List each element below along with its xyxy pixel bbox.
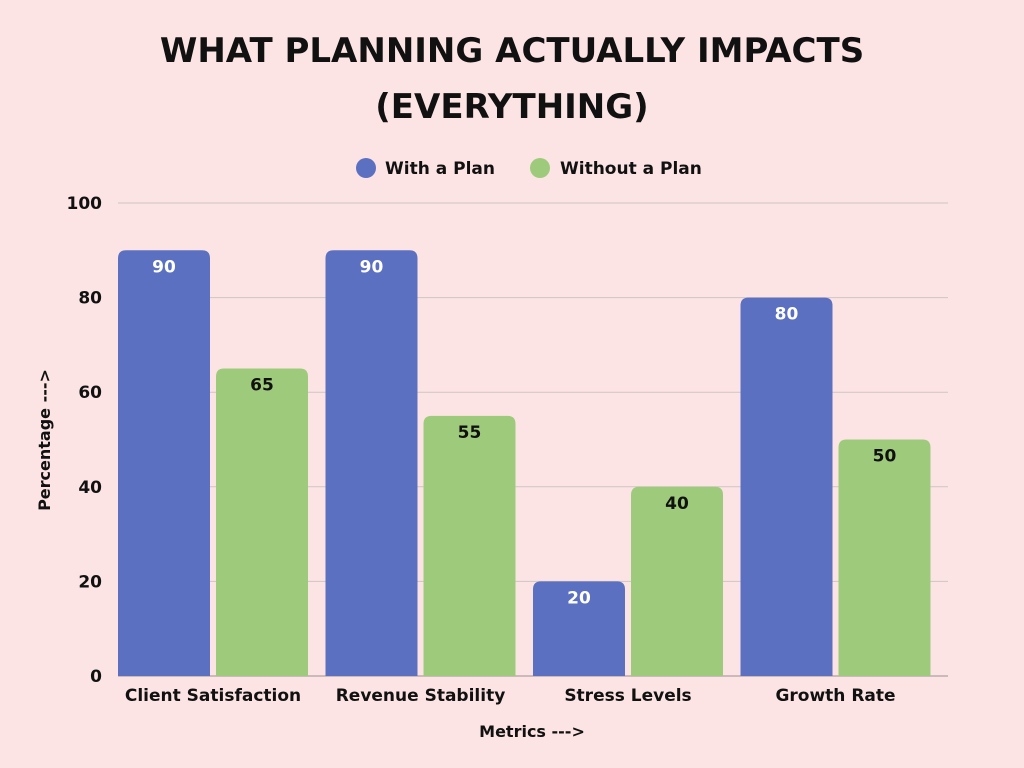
- legend-label-without-plan: Without a Plan: [560, 159, 702, 179]
- data-label: 55: [458, 423, 482, 443]
- y-tick-label: 80: [78, 289, 102, 309]
- bar-without-plan: [838, 439, 931, 676]
- data-label: 90: [360, 257, 384, 277]
- legend-label-with-plan: With a Plan: [385, 159, 495, 179]
- data-label: 65: [250, 376, 274, 396]
- y-tick-label: 0: [90, 667, 102, 687]
- x-axis-label: Metrics --->: [479, 722, 585, 741]
- legend: With a Plan Without a Plan: [356, 158, 702, 179]
- data-labels: 90 65 90 55 20 40 80 50: [152, 257, 896, 608]
- data-label: 80: [775, 305, 799, 325]
- y-axis-label: Percentage --->: [35, 369, 54, 511]
- data-label: 90: [152, 257, 176, 277]
- data-label: 50: [873, 447, 897, 467]
- y-tick-label: 60: [78, 383, 102, 403]
- bar-with-plan: [533, 581, 625, 676]
- bar-without-plan: [631, 486, 723, 676]
- x-tick-label: Client Satisfaction: [125, 686, 301, 706]
- bar-with-plan: [118, 250, 210, 677]
- x-axis-ticks: Client Satisfaction Revenue Stability Stre…: [125, 686, 896, 706]
- bars: [118, 250, 931, 677]
- x-tick-label: Growth Rate: [775, 686, 895, 706]
- chart-title-line-2: (EVERYTHING): [375, 87, 648, 127]
- y-tick-label: 40: [78, 478, 102, 498]
- data-label: 40: [665, 494, 689, 514]
- y-tick-label: 20: [78, 572, 102, 592]
- chart-title-line-1: WHAT PLANNING ACTUALLY IMPACTS: [160, 31, 864, 71]
- x-tick-label: Revenue Stability: [336, 686, 506, 706]
- bar-with-plan: [325, 250, 418, 677]
- x-tick-label: Stress Levels: [564, 686, 691, 706]
- y-axis-ticks: 0 20 40 60 80 100: [67, 194, 103, 687]
- bar-without-plan: [423, 415, 516, 676]
- bar-with-plan: [740, 297, 833, 676]
- y-tick-label: 100: [67, 194, 103, 214]
- legend-swatch-without-plan: [530, 158, 550, 178]
- bar-without-plan: [216, 368, 308, 676]
- legend-swatch-with-plan: [356, 158, 376, 178]
- data-label: 20: [567, 588, 591, 608]
